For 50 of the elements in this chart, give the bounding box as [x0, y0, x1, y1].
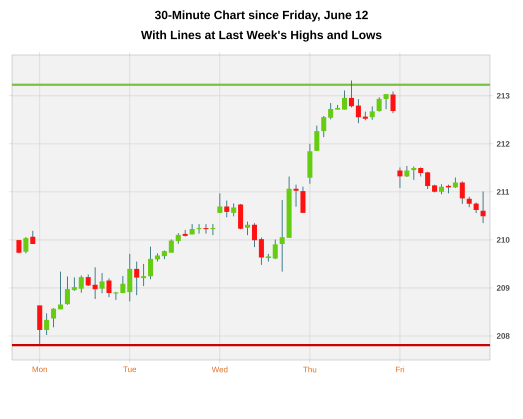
candlestick	[196, 224, 202, 234]
candlestick	[44, 312, 50, 336]
candlestick	[294, 184, 299, 208]
candlestick	[100, 272, 105, 294]
candlestick	[384, 94, 389, 110]
candlestick	[452, 177, 458, 188]
candlestick	[23, 236, 28, 254]
chart-subtitle: With Lines at Last Week's Highs and Lows	[141, 30, 382, 42]
candlestick	[404, 166, 410, 178]
candlestick	[190, 224, 195, 235]
candlestick	[64, 276, 70, 306]
candlestick	[224, 200, 230, 218]
candlestick	[356, 98, 361, 124]
candlestick	[362, 111, 368, 121]
candlestick	[460, 180, 465, 204]
candlestick	[86, 274, 91, 286]
candlestick	[231, 202, 236, 217]
candlestick	[51, 308, 56, 328]
candlestick	[411, 166, 416, 180]
candlestick	[245, 221, 250, 236]
candlestick	[258, 237, 264, 266]
candlestick	[300, 186, 306, 213]
candlestick	[16, 239, 22, 254]
candlestick	[217, 192, 222, 214]
candlestick	[390, 91, 396, 114]
candlestick	[397, 166, 402, 188]
candlestick	[466, 196, 472, 208]
candlestick	[342, 90, 348, 110]
candlestick	[30, 230, 36, 244]
candlestick	[134, 261, 140, 296]
candlestick	[370, 106, 375, 120]
candlestick	[203, 224, 208, 234]
candlestick	[210, 224, 216, 236]
candlestick	[438, 184, 444, 195]
candlestick	[238, 203, 244, 230]
candlestick	[348, 80, 354, 108]
candlestick	[113, 291, 118, 300]
candlestick	[376, 96, 382, 112]
candlestick	[106, 278, 112, 298]
candlestick	[480, 190, 486, 224]
candlestick	[252, 222, 257, 248]
candlestick	[58, 271, 64, 310]
chart-title: 30-Minute Chart since Friday, June 12	[154, 10, 368, 22]
candlestick	[141, 263, 146, 286]
candlestick	[314, 125, 320, 152]
candlestick	[148, 246, 154, 280]
candlestick	[446, 184, 451, 194]
candlestick	[92, 266, 98, 300]
candlestick	[474, 202, 479, 214]
candlestick	[280, 200, 285, 272]
